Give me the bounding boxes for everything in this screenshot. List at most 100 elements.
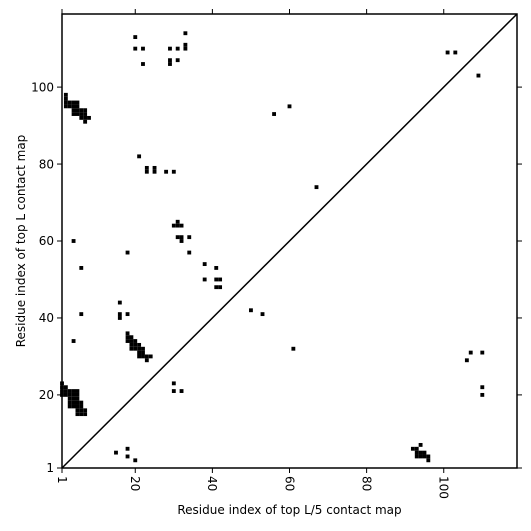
- contact-point: [171, 223, 176, 228]
- contact-point: [67, 100, 72, 105]
- contact-point: [75, 392, 80, 397]
- plot-area: [60, 13, 518, 469]
- contact-point: [187, 250, 192, 255]
- contact-point: [125, 454, 130, 459]
- contact-point: [148, 354, 153, 359]
- contact-point: [137, 342, 142, 347]
- contact-point: [468, 350, 473, 355]
- x-tick-label: 80: [359, 476, 373, 491]
- contact-point: [75, 389, 80, 393]
- contact-point: [144, 169, 149, 174]
- contact-point: [71, 389, 76, 393]
- contact-point: [414, 450, 419, 455]
- contact-point: [63, 100, 68, 105]
- contact-point: [410, 446, 415, 451]
- contact-point: [79, 400, 84, 405]
- contact-point: [137, 350, 142, 355]
- contact-point: [171, 169, 176, 174]
- contact-point: [67, 389, 72, 393]
- contact-point: [71, 404, 76, 409]
- contact-point: [179, 389, 184, 393]
- contact-point: [314, 185, 319, 190]
- contact-point: [414, 446, 419, 451]
- contact-point: [63, 96, 68, 101]
- contact-point: [83, 108, 88, 113]
- contact-point: [249, 308, 253, 313]
- contact-point: [133, 458, 138, 463]
- contact-point: [129, 339, 134, 343]
- contact-point: [480, 392, 485, 397]
- contact-point: [71, 239, 76, 243]
- contact-point: [133, 46, 138, 51]
- contact-point: [79, 412, 84, 417]
- contact-point: [179, 239, 184, 243]
- y-axis: 1 20 40 60 80 100: [31, 80, 522, 475]
- contact-point: [272, 112, 277, 116]
- contact-point: [83, 119, 88, 124]
- contact-point: [164, 169, 169, 174]
- contact-point: [171, 381, 176, 386]
- contact-point: [291, 346, 296, 351]
- x-tick-label: 60: [282, 476, 296, 491]
- contact-point: [476, 73, 481, 78]
- contact-point: [117, 312, 122, 317]
- contact-point: [171, 389, 176, 393]
- contact-point: [179, 235, 184, 240]
- contact-point: [464, 358, 469, 363]
- contact-point: [67, 104, 72, 109]
- contact-point: [141, 46, 145, 51]
- y-tick-label: 100: [31, 80, 54, 94]
- contact-point: [133, 35, 138, 40]
- contact-point: [141, 354, 145, 359]
- contact-point: [187, 235, 192, 240]
- contact-point: [152, 169, 157, 174]
- contact-point: [117, 316, 122, 320]
- contact-point: [422, 450, 427, 455]
- contact-point: [75, 412, 80, 417]
- contact-point: [79, 115, 84, 120]
- contact-point: [87, 115, 91, 120]
- x-tick-label: 40: [205, 476, 219, 491]
- contact-point: [71, 392, 76, 397]
- contact-point: [71, 396, 76, 401]
- contact-point: [129, 342, 134, 347]
- contact-point: [75, 404, 80, 409]
- contact-point: [71, 104, 76, 109]
- contact-point: [75, 396, 80, 401]
- contact-point: [125, 335, 130, 340]
- contact-point: [71, 100, 76, 105]
- y-tick-label: 20: [39, 388, 54, 402]
- contact-point: [144, 358, 149, 363]
- contact-point: [83, 115, 88, 120]
- y-axis-title: Residue index of top L contact map: [14, 135, 28, 348]
- contact-point: [175, 219, 180, 224]
- contact-point: [414, 454, 419, 459]
- contact-point: [79, 408, 84, 413]
- contact-point: [114, 450, 118, 455]
- contact-point: [214, 285, 219, 290]
- contact-point: [71, 108, 76, 113]
- contact-point: [137, 154, 142, 159]
- x-tick-label: 100: [437, 476, 451, 499]
- contact-point: [133, 346, 138, 351]
- contact-point: [117, 300, 122, 305]
- diagonal-line: [61, 13, 518, 469]
- contact-point: [202, 277, 207, 282]
- contact-point: [133, 339, 138, 343]
- contact-point: [480, 385, 485, 390]
- contact-point: [183, 42, 188, 47]
- contact-point: [125, 446, 130, 451]
- contact-point: [214, 266, 219, 270]
- contact-point: [75, 400, 80, 405]
- contact-point: [418, 454, 423, 459]
- contact-point: [79, 404, 84, 409]
- contact-point: [168, 62, 172, 66]
- contact-point: [183, 31, 188, 36]
- contact-point: [141, 350, 145, 355]
- contact-point: [67, 404, 72, 409]
- contact-point: [422, 454, 427, 459]
- contact-point: [67, 400, 72, 405]
- contact-point: [144, 354, 149, 359]
- contact-point: [287, 104, 292, 109]
- contact-point: [79, 266, 84, 270]
